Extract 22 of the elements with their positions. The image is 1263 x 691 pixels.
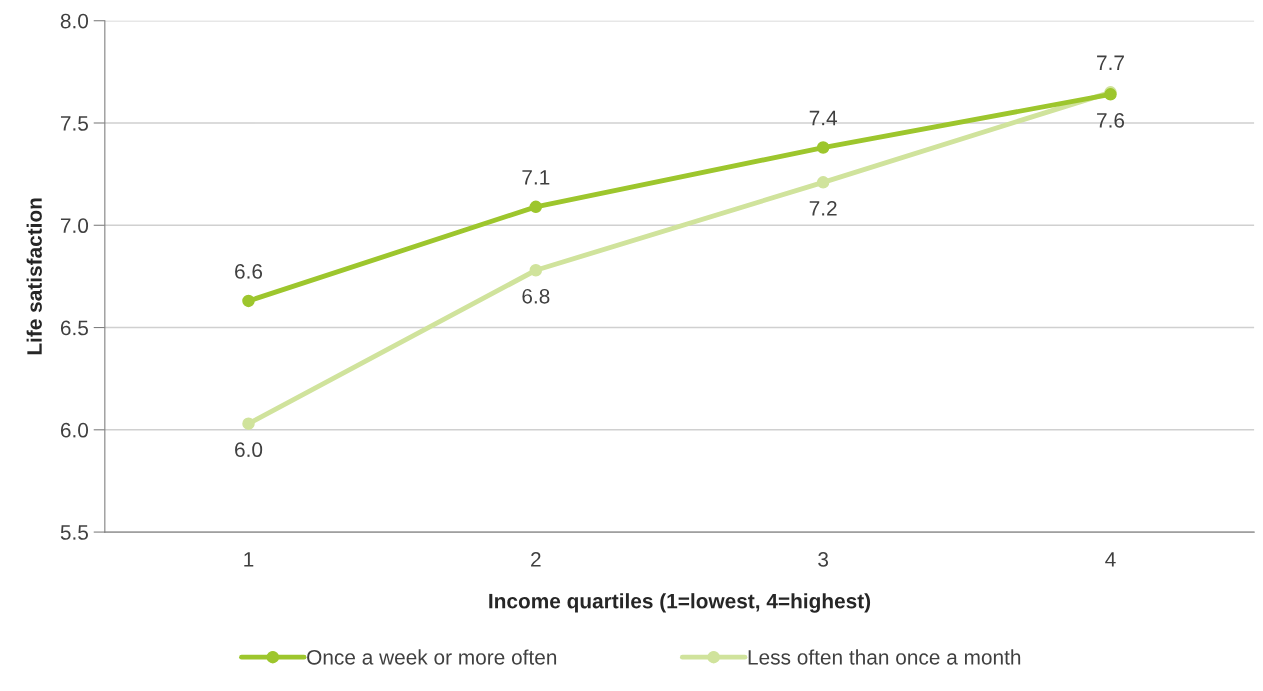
y-tick-label: 6.0 — [60, 422, 89, 438]
y-tick-label: 7.5 — [60, 116, 88, 131]
data-label: 6.6 — [235, 264, 263, 279]
data-label: 7.2 — [809, 200, 837, 216]
data-label: 7.1 — [522, 170, 550, 185]
y-axis-title: Life satisfaction — [26, 198, 42, 355]
x-tick-label: 3 — [818, 552, 829, 567]
legend-label: Once a week or more often — [307, 649, 557, 665]
data-label: 7.7 — [1097, 55, 1124, 70]
data-label: 7.6 — [1097, 112, 1125, 128]
data-label: 7.4 — [809, 110, 838, 126]
data-label: 6.0 — [235, 442, 263, 458]
legend-label: Less often than once a month — [748, 649, 1021, 665]
y-tick-label: 8.0 — [60, 13, 89, 29]
x-tick-label: 4 — [1105, 552, 1116, 567]
x-tick-label: 2 — [531, 552, 541, 567]
y-tick-label: 5.5 — [60, 525, 88, 540]
y-tick-label: 7.0 — [60, 218, 89, 234]
y-tick-label: 6.5 — [60, 320, 88, 336]
x-axis-title: Income quartiles (1=lowest, 4=highest) — [489, 593, 871, 613]
x-tick-label: 1 — [244, 552, 254, 567]
data-label: 6.8 — [522, 288, 550, 304]
